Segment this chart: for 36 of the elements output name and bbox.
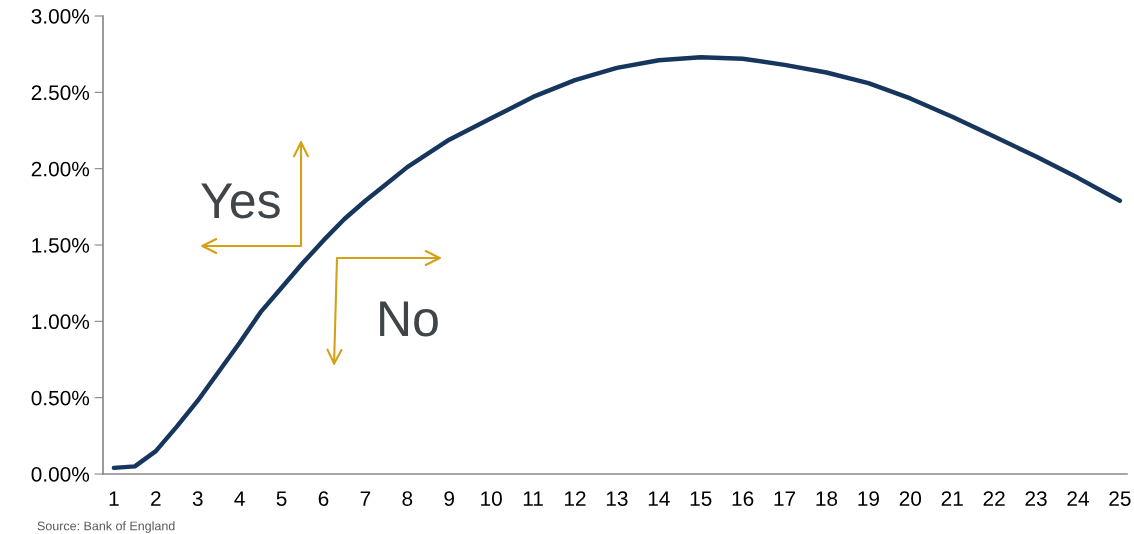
x-tick-label: 7 <box>360 491 371 506</box>
x-tick-label: 5 <box>276 491 287 506</box>
x-tick-label: 1 <box>109 491 119 506</box>
x-tick-label: 14 <box>648 491 670 506</box>
x-tick-label: 16 <box>732 491 754 506</box>
annotation: Yes <box>201 183 280 219</box>
x-tick-label: 23 <box>1025 491 1047 506</box>
x-tick-label: 20 <box>899 491 922 506</box>
x-tick-label: 18 <box>816 491 838 506</box>
x-tick-label: 13 <box>606 491 628 506</box>
x-tick-label: 11 <box>523 491 543 506</box>
x-tick-label: 19 <box>858 491 879 506</box>
y-tick-label: 3.00% <box>31 9 90 24</box>
x-tick-label: 15 <box>690 491 712 506</box>
x-tick-label: 9 <box>444 491 455 506</box>
y-tick-label: 2.00% <box>31 161 90 177</box>
x-tick-label: 25 <box>1109 491 1131 506</box>
x-tick-label: 12 <box>564 491 586 506</box>
x-tick-label: 2 <box>151 491 161 506</box>
x-tick-label: 10 <box>481 491 502 506</box>
x-tick-label: 24 <box>1067 491 1089 506</box>
x-tick-label: 8 <box>402 491 413 506</box>
y-tick-label: 1.00% <box>32 314 90 330</box>
x-tick-label: 6 <box>318 491 329 506</box>
y-tick-label: 2.50% <box>31 85 90 101</box>
x-tick-label: 17 <box>774 491 796 506</box>
source-note: Source: Bank of England <box>37 521 175 533</box>
x-tick-label: 21 <box>941 491 963 506</box>
x-tick-label: 4 <box>234 491 245 506</box>
y-tick-label: 0.00% <box>31 467 90 482</box>
line-series <box>111 55 1123 471</box>
x-tick-label: 22 <box>983 491 1005 506</box>
annotation: No <box>380 301 438 337</box>
y-tick-label: 1.50% <box>32 238 90 253</box>
y-tick-label: 0.50% <box>31 390 90 406</box>
x-tick-label: 3 <box>192 491 203 506</box>
